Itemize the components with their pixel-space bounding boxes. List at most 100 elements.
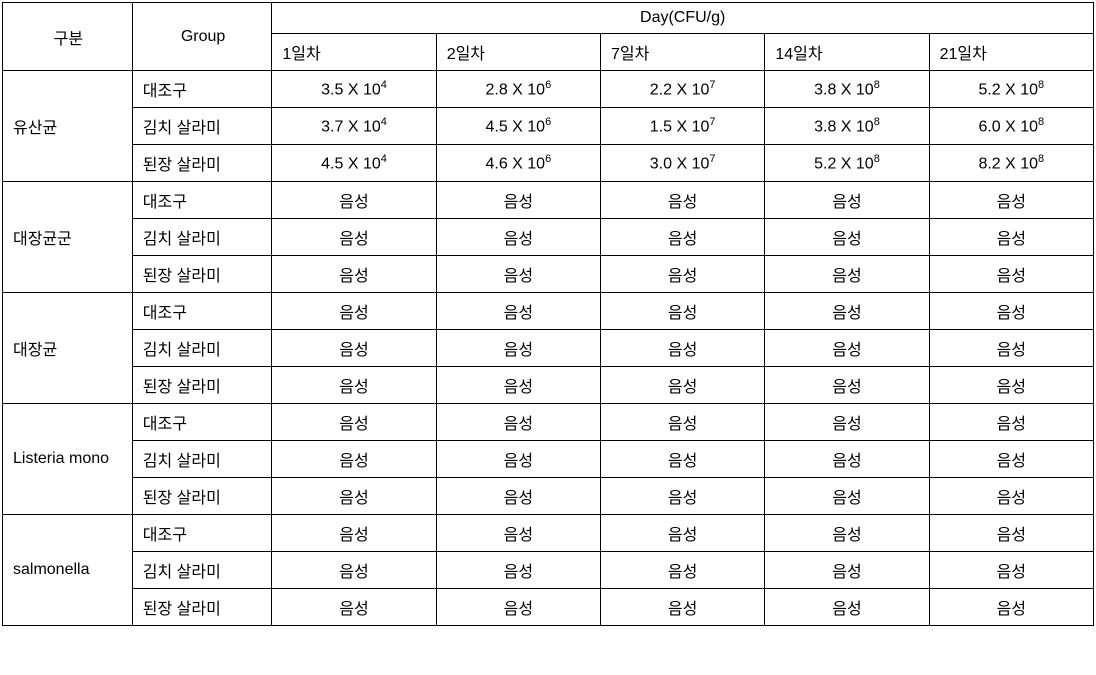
value-cell: 4.6 X 106 — [436, 145, 600, 182]
value-cell: 음성 — [765, 330, 929, 367]
header-day-14: 14일차 — [765, 34, 929, 71]
value-cell: 음성 — [929, 478, 1093, 515]
table-body: 유산균대조구3.5 X 1042.8 X 1062.2 X 1073.8 X 1… — [3, 71, 1094, 626]
value-cell: 3.0 X 107 — [601, 145, 765, 182]
value-cell: 음성 — [272, 256, 436, 293]
value-cell: 음성 — [272, 441, 436, 478]
value-cell: 음성 — [929, 293, 1093, 330]
value-cell: 음성 — [601, 256, 765, 293]
group-cell: 된장 살라미 — [132, 145, 272, 182]
header-day-1: 1일차 — [272, 34, 436, 71]
group-cell: 대조구 — [132, 71, 272, 108]
header-day-span: Day(CFU/g) — [272, 3, 1094, 34]
table-row: 김치 살라미음성음성음성음성음성 — [3, 330, 1094, 367]
group-cell: 김치 살라미 — [132, 330, 272, 367]
value-cell: 음성 — [436, 256, 600, 293]
category-cell: salmonella — [3, 515, 133, 626]
value-cell: 음성 — [765, 404, 929, 441]
value-cell: 음성 — [436, 219, 600, 256]
value-cell: 음성 — [765, 219, 929, 256]
group-cell: 김치 살라미 — [132, 219, 272, 256]
category-cell: 유산균 — [3, 71, 133, 182]
group-cell: 된장 살라미 — [132, 256, 272, 293]
value-cell: 음성 — [601, 515, 765, 552]
value-cell: 음성 — [272, 219, 436, 256]
value-cell: 음성 — [272, 293, 436, 330]
header-group: Group — [132, 3, 272, 71]
value-cell: 음성 — [436, 330, 600, 367]
table-row: 김치 살라미음성음성음성음성음성 — [3, 219, 1094, 256]
value-cell: 음성 — [436, 182, 600, 219]
value-cell: 3.8 X 108 — [765, 71, 929, 108]
value-cell: 1.5 X 107 — [601, 108, 765, 145]
value-cell: 음성 — [929, 404, 1093, 441]
value-cell: 음성 — [436, 589, 600, 626]
value-cell: 음성 — [436, 367, 600, 404]
category-cell: 대장균군 — [3, 182, 133, 293]
header-row-1: 구분 Group Day(CFU/g) — [3, 3, 1094, 34]
value-cell: 2.2 X 107 — [601, 71, 765, 108]
value-cell: 음성 — [929, 256, 1093, 293]
value-cell: 음성 — [765, 441, 929, 478]
value-cell: 음성 — [929, 219, 1093, 256]
table-row: 김치 살라미음성음성음성음성음성 — [3, 441, 1094, 478]
value-cell: 음성 — [929, 515, 1093, 552]
value-cell: 음성 — [436, 552, 600, 589]
value-cell: 5.2 X 108 — [929, 71, 1093, 108]
category-cell: Listeria mono — [3, 404, 133, 515]
value-cell: 음성 — [601, 552, 765, 589]
value-cell: 음성 — [929, 589, 1093, 626]
data-table: 구분 Group Day(CFU/g) 1일차 2일차 7일차 14일차 21일… — [2, 2, 1094, 626]
value-cell: 음성 — [929, 367, 1093, 404]
value-cell: 음성 — [601, 367, 765, 404]
header-day-21: 21일차 — [929, 34, 1093, 71]
group-cell: 된장 살라미 — [132, 478, 272, 515]
value-cell: 음성 — [601, 478, 765, 515]
value-cell: 5.2 X 108 — [765, 145, 929, 182]
value-cell: 음성 — [272, 589, 436, 626]
table-row: 대장균대조구음성음성음성음성음성 — [3, 293, 1094, 330]
table-row: 김치 살라미3.7 X 1044.5 X 1061.5 X 1073.8 X 1… — [3, 108, 1094, 145]
value-cell: 음성 — [272, 367, 436, 404]
table-row: 된장 살라미4.5 X 1044.6 X 1063.0 X 1075.2 X 1… — [3, 145, 1094, 182]
value-cell: 음성 — [436, 293, 600, 330]
group-cell: 대조구 — [132, 404, 272, 441]
group-cell: 대조구 — [132, 182, 272, 219]
value-cell: 음성 — [436, 404, 600, 441]
group-cell: 된장 살라미 — [132, 367, 272, 404]
value-cell: 음성 — [436, 441, 600, 478]
table-row: 된장 살라미음성음성음성음성음성 — [3, 589, 1094, 626]
value-cell: 음성 — [765, 589, 929, 626]
table-row: Listeria mono대조구음성음성음성음성음성 — [3, 404, 1094, 441]
value-cell: 음성 — [436, 478, 600, 515]
value-cell: 음성 — [929, 330, 1093, 367]
value-cell: 음성 — [601, 182, 765, 219]
value-cell: 음성 — [272, 182, 436, 219]
value-cell: 2.8 X 106 — [436, 71, 600, 108]
value-cell: 3.5 X 104 — [272, 71, 436, 108]
table-row: 대장균군대조구음성음성음성음성음성 — [3, 182, 1094, 219]
header-day-7: 7일차 — [601, 34, 765, 71]
value-cell: 3.8 X 108 — [765, 108, 929, 145]
value-cell: 6.0 X 108 — [929, 108, 1093, 145]
value-cell: 음성 — [929, 182, 1093, 219]
value-cell: 음성 — [929, 552, 1093, 589]
group-cell: 대조구 — [132, 515, 272, 552]
value-cell: 음성 — [272, 330, 436, 367]
group-cell: 김치 살라미 — [132, 441, 272, 478]
value-cell: 음성 — [765, 552, 929, 589]
value-cell: 4.5 X 104 — [272, 145, 436, 182]
group-cell: 김치 살라미 — [132, 108, 272, 145]
value-cell: 음성 — [765, 478, 929, 515]
value-cell: 음성 — [601, 219, 765, 256]
table-row: 된장 살라미음성음성음성음성음성 — [3, 367, 1094, 404]
table-row: 된장 살라미음성음성음성음성음성 — [3, 256, 1094, 293]
value-cell: 음성 — [272, 552, 436, 589]
value-cell: 음성 — [601, 404, 765, 441]
value-cell: 음성 — [765, 367, 929, 404]
group-cell: 김치 살라미 — [132, 552, 272, 589]
value-cell: 음성 — [436, 515, 600, 552]
value-cell: 음성 — [601, 589, 765, 626]
group-cell: 대조구 — [132, 293, 272, 330]
value-cell: 음성 — [601, 293, 765, 330]
